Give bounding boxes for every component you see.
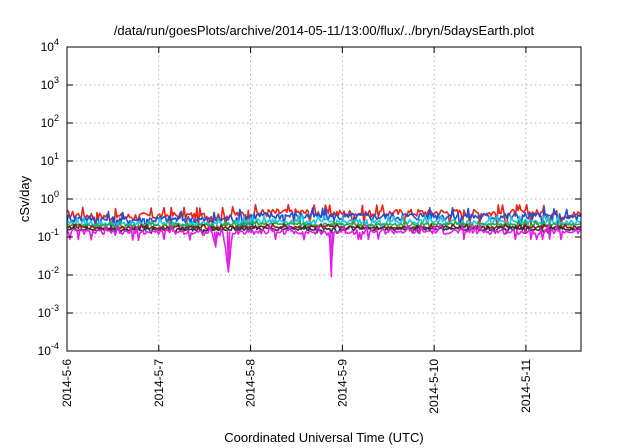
x-tick-label: 2014-5-9 <box>335 359 349 407</box>
y-axis-ticks: 10-4 10-3 10-2 10-1 100 101 102 103 104 <box>38 37 581 358</box>
series-line-5 <box>66 223 582 232</box>
y-tick-label: 10-4 <box>38 341 59 358</box>
grid <box>67 47 581 351</box>
chart-title: /data/run/goesPlots/archive/2014-05-11/1… <box>114 23 535 38</box>
x-tick-label: 2014-5-6 <box>60 359 74 407</box>
x-tick-label: 2014-5-10 <box>427 359 441 414</box>
x-tick-label: 2014-5-11 <box>519 359 533 413</box>
y-tick-label: 102 <box>41 113 59 130</box>
x-tick-label: 2014-5-7 <box>152 359 166 407</box>
series-line-4 <box>66 220 582 231</box>
y-tick-label: 103 <box>41 75 59 92</box>
series-spike <box>226 231 231 273</box>
y-tick-label: 101 <box>41 151 59 168</box>
y-tick-label: 104 <box>41 37 59 54</box>
x-axis-label: Coordinated Universal Time (UTC) <box>224 430 423 445</box>
x-axis-ticks: 2014-5-6 2014-5-7 2014-5-8 2014-5-9 2014-5-1… <box>60 47 533 414</box>
series-layer <box>66 203 582 278</box>
y-tick-label: 10-2 <box>38 265 59 282</box>
y-tick-label: 10-3 <box>38 303 59 320</box>
series-line-7 <box>66 224 582 273</box>
series-line-6 <box>66 224 582 235</box>
y-tick-label: 10-1 <box>38 227 59 244</box>
y-tick-label: 100 <box>41 189 59 206</box>
x-tick-label: 2014-5-8 <box>244 359 258 407</box>
y-axis-label: cSv/day <box>17 175 32 222</box>
